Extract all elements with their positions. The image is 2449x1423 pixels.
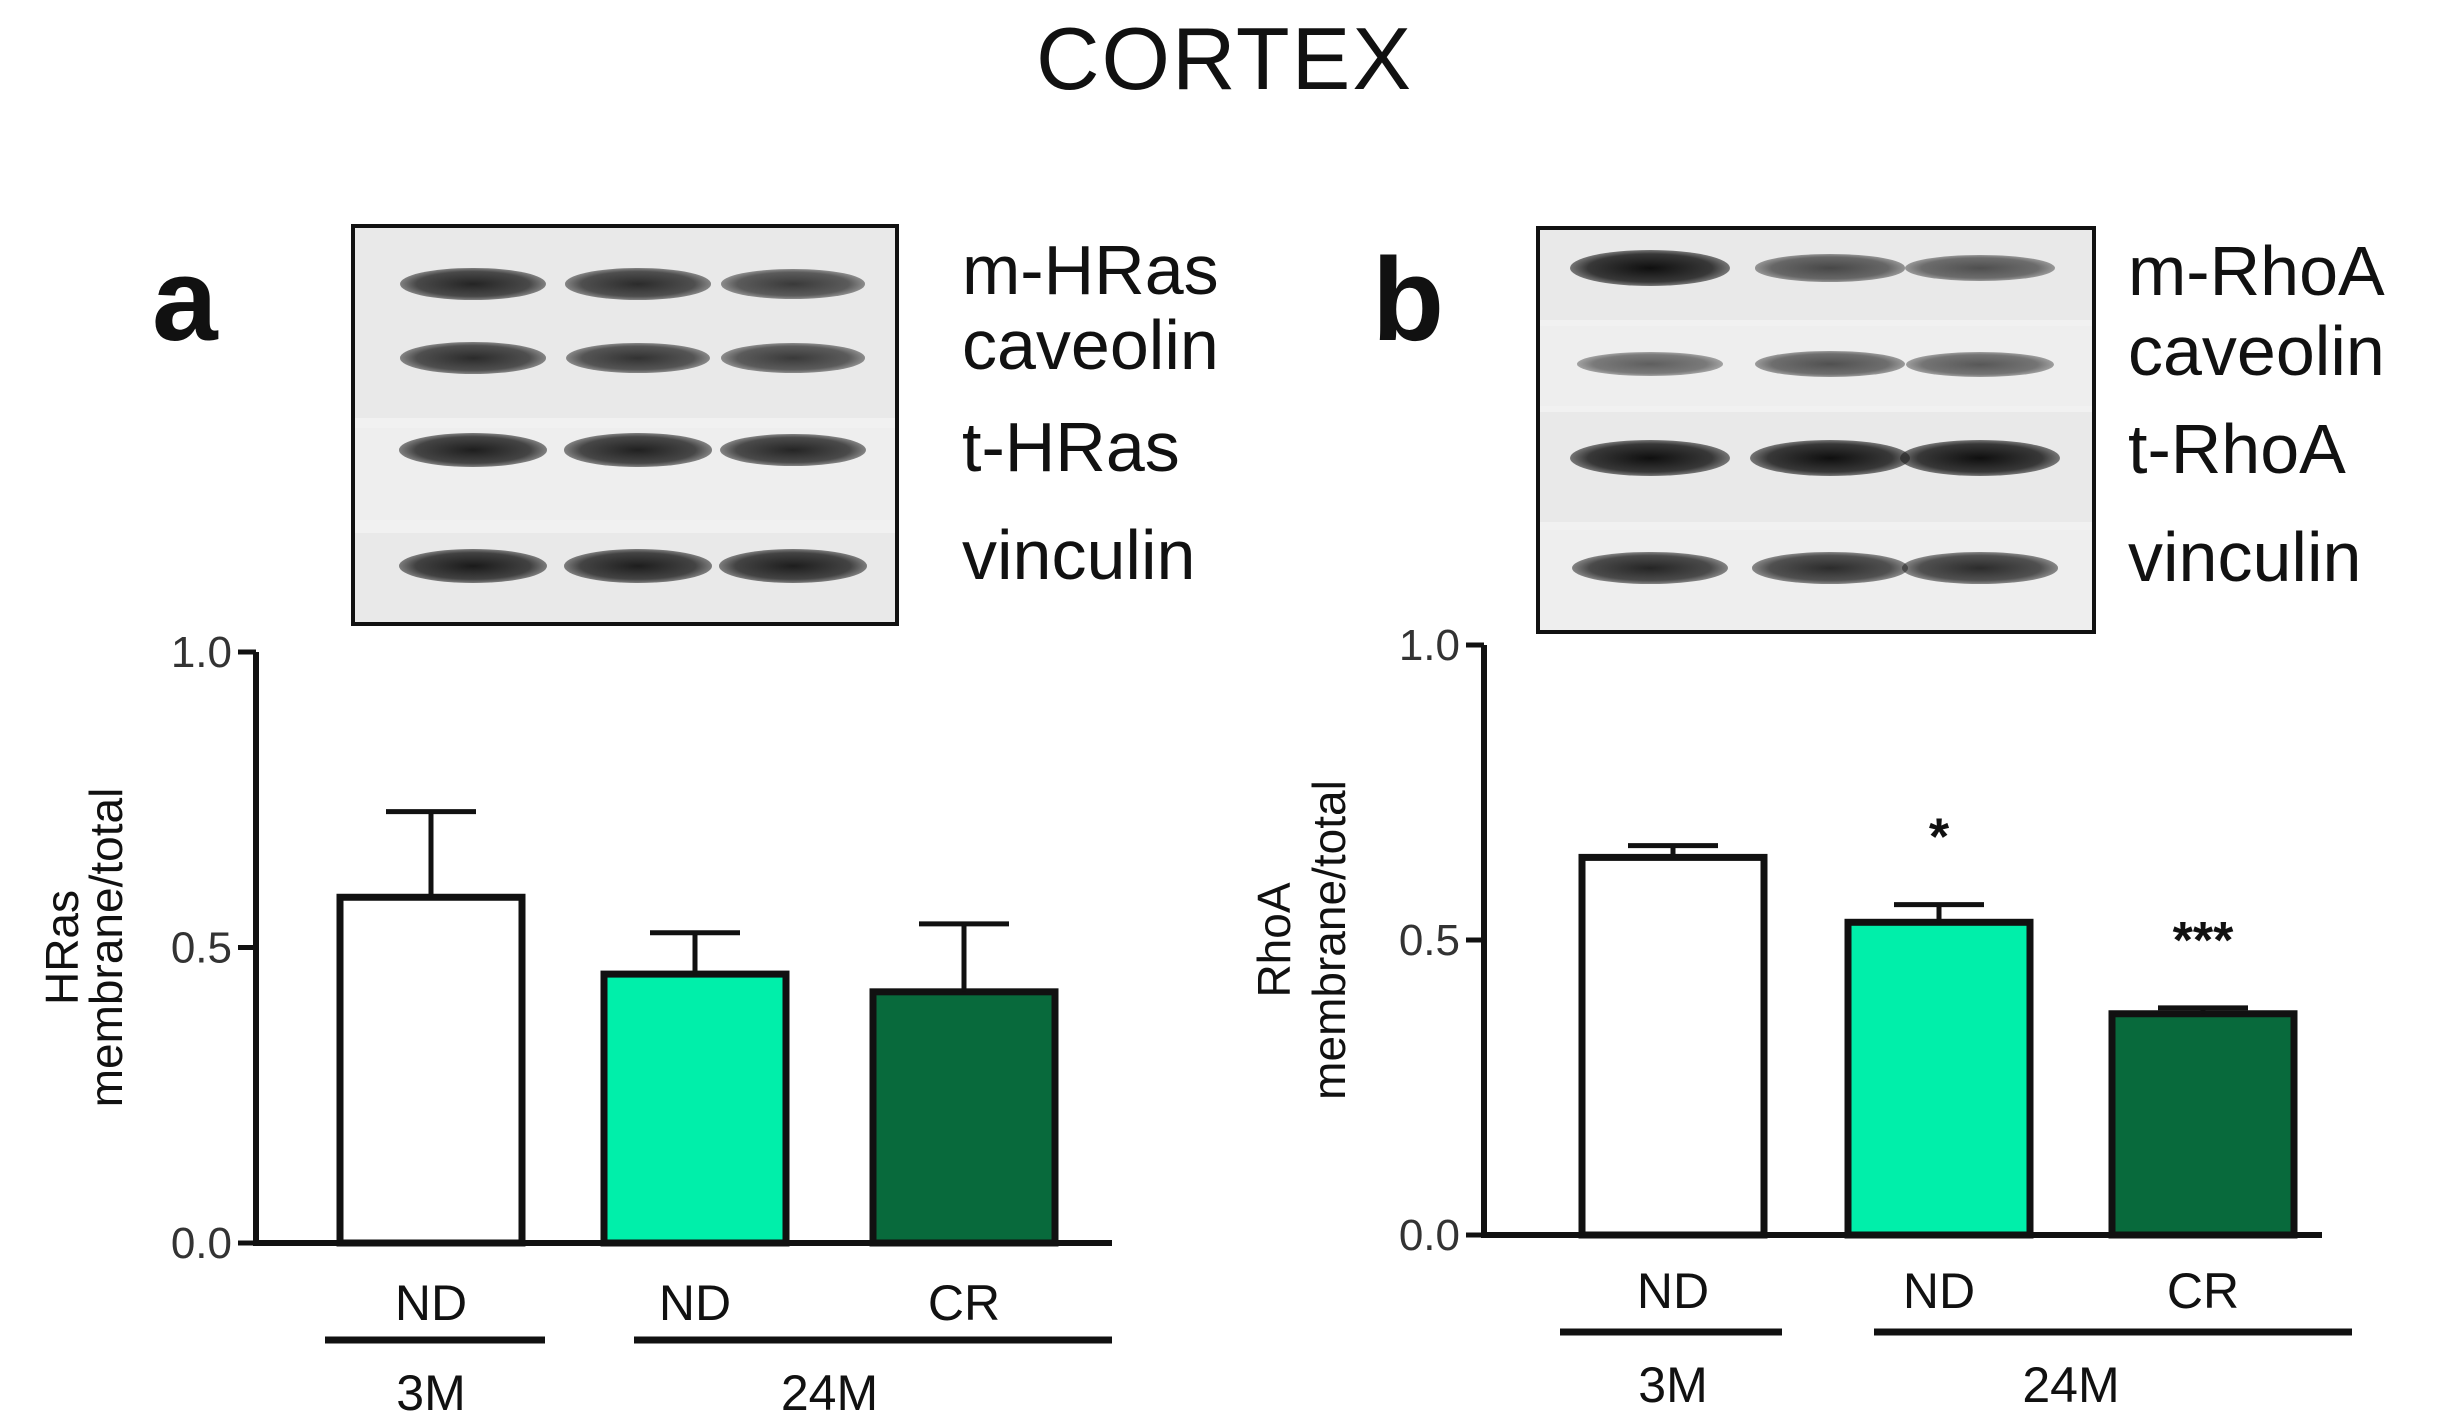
group-label: 3M <box>396 1365 465 1421</box>
bar <box>340 897 522 1243</box>
x-tick-label: ND <box>395 1275 467 1331</box>
significance-marker: *** <box>2173 912 2234 970</box>
y-axis-label: RhoA <box>1248 882 1300 997</box>
significance-marker: * <box>1929 809 1950 867</box>
x-tick-label: CR <box>928 1275 1000 1331</box>
y-tick-label: 1.0 <box>171 628 232 677</box>
x-tick-label: CR <box>2167 1263 2239 1319</box>
y-tick-label: 0.5 <box>171 924 232 973</box>
y-tick-label: 0.0 <box>1399 1211 1460 1260</box>
bar <box>604 974 786 1243</box>
bar <box>873 992 1055 1243</box>
group-label: 24M <box>2022 1357 2119 1413</box>
bar <box>1848 922 2030 1235</box>
y-tick-label: 0.0 <box>171 1219 232 1268</box>
y-tick-label: 1.0 <box>1399 621 1460 670</box>
group-label: 24M <box>781 1365 878 1421</box>
group-label: 3M <box>1638 1357 1707 1413</box>
bar <box>1582 857 1764 1235</box>
x-tick-label: ND <box>1903 1263 1975 1319</box>
x-tick-label: ND <box>1637 1263 1709 1319</box>
y-axis-label: membrane/total <box>80 788 132 1108</box>
bar <box>2112 1014 2294 1235</box>
x-tick-label: ND <box>659 1275 731 1331</box>
y-tick-label: 0.5 <box>1399 916 1460 965</box>
y-axis-label: membrane/total <box>1303 780 1355 1100</box>
